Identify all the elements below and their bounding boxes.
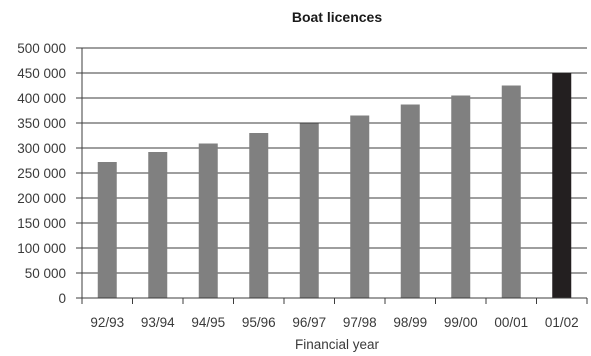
bar-93-94 bbox=[148, 152, 168, 298]
y-tick-label: 300 000 bbox=[17, 141, 66, 156]
y-tick-labels: 0 50 000 100 000 150 000 200 000 250 000 300 0… bbox=[17, 41, 66, 306]
chart-title: Boat licences bbox=[292, 9, 382, 25]
x-tick-label: 95/96 bbox=[242, 315, 276, 330]
x-tick-label: 94/95 bbox=[191, 315, 225, 330]
x-tick-label: 92/93 bbox=[90, 315, 124, 330]
bar-94-95 bbox=[198, 143, 218, 298]
axes bbox=[76, 47, 588, 304]
y-tick-label: 400 000 bbox=[17, 91, 66, 106]
x-tick-label: 97/98 bbox=[343, 315, 377, 330]
x-tick-label: 99/00 bbox=[444, 315, 478, 330]
y-tick-label: 50 000 bbox=[25, 266, 66, 281]
y-tick-label: 500 000 bbox=[17, 41, 66, 56]
y-tick-label: 250 000 bbox=[17, 166, 66, 181]
y-tick-label: 450 000 bbox=[17, 66, 66, 81]
bar-95-96 bbox=[249, 133, 269, 298]
bar-98-99 bbox=[400, 104, 420, 298]
bar-99-00 bbox=[451, 95, 471, 298]
y-tick-label: 200 000 bbox=[17, 191, 66, 206]
x-tick-label: 00/01 bbox=[494, 315, 528, 330]
y-tick-label: 150 000 bbox=[17, 216, 66, 231]
bar-92-93 bbox=[97, 162, 117, 298]
y-tick-label: 100 000 bbox=[17, 241, 66, 256]
x-tick-label: 96/97 bbox=[292, 315, 326, 330]
bars bbox=[97, 73, 572, 298]
x-tick-label: 98/99 bbox=[393, 315, 427, 330]
x-tick-label: 93/94 bbox=[141, 315, 175, 330]
bar-00-01 bbox=[501, 85, 521, 298]
y-tick-label: 350 000 bbox=[17, 116, 66, 131]
x-tick-labels: 92/93 93/94 94/95 95/96 96/97 97/98 98/99 99/00… bbox=[90, 315, 578, 330]
bar-97-98 bbox=[350, 115, 370, 298]
y-tick-label: 0 bbox=[58, 291, 66, 306]
bar-96-97 bbox=[299, 123, 319, 298]
bar-01-02 bbox=[552, 73, 572, 298]
x-axis-label: Financial year bbox=[295, 337, 380, 352]
x-tick-label: 01/02 bbox=[545, 315, 579, 330]
